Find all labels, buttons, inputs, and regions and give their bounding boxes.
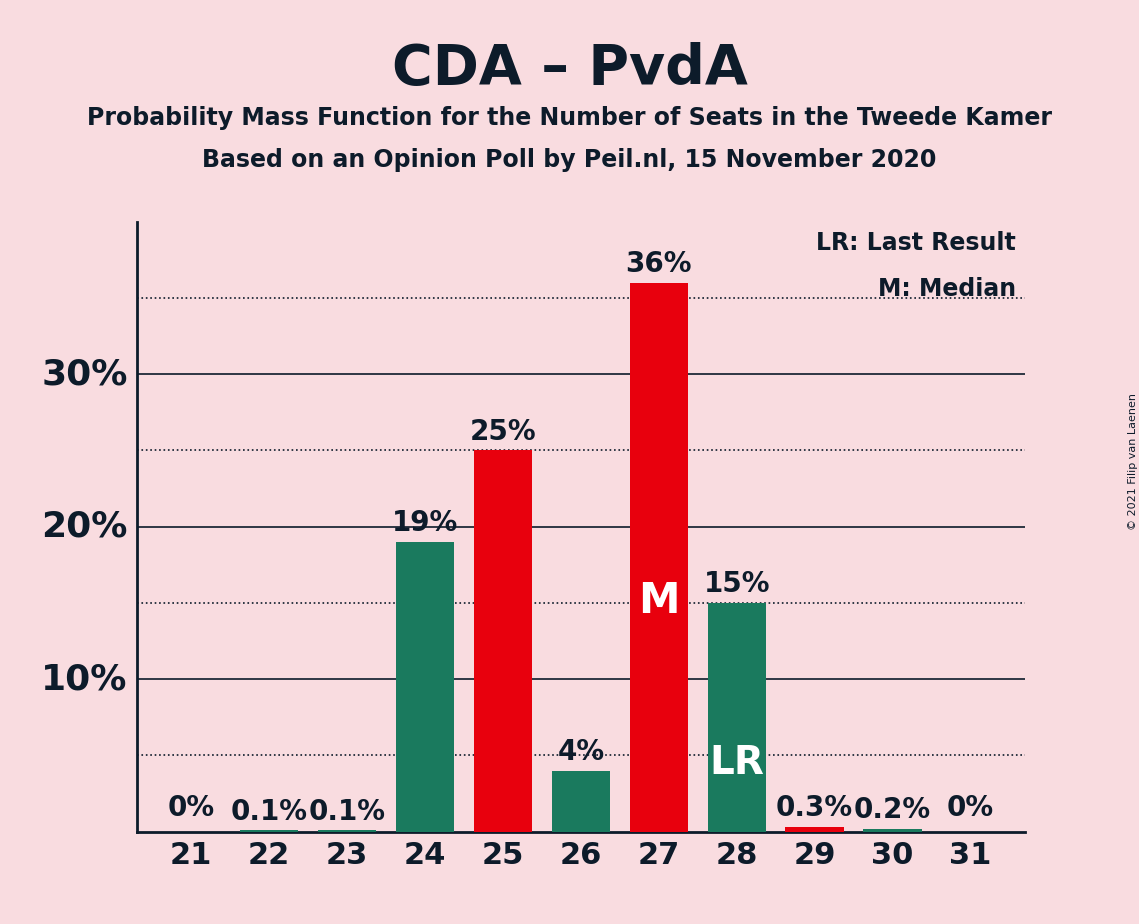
Text: 4%: 4% [557, 738, 605, 766]
Text: 0.1%: 0.1% [231, 797, 308, 825]
Text: 0.2%: 0.2% [854, 796, 932, 824]
Bar [240, 830, 298, 832]
Text: © 2021 Filip van Laenen: © 2021 Filip van Laenen [1129, 394, 1138, 530]
Text: Probability Mass Function for the Number of Seats in the Tweede Kamer: Probability Mass Function for the Number… [87, 106, 1052, 130]
Text: 10%: 10% [41, 663, 128, 696]
Text: 0%: 0% [167, 795, 215, 822]
Bar [630, 283, 688, 832]
Bar [396, 541, 454, 832]
Text: M: Median: M: Median [878, 276, 1016, 300]
Bar [318, 830, 376, 832]
Text: 19%: 19% [392, 509, 458, 538]
Text: CDA – PvdA: CDA – PvdA [392, 42, 747, 95]
Text: 0.1%: 0.1% [309, 797, 386, 825]
Text: LR: Last Result: LR: Last Result [817, 231, 1016, 255]
Bar [474, 450, 532, 832]
Text: 20%: 20% [41, 510, 128, 543]
Bar [786, 827, 844, 832]
Text: Based on an Opinion Poll by Peil.nl, 15 November 2020: Based on an Opinion Poll by Peil.nl, 15 … [203, 148, 936, 172]
Bar [551, 771, 611, 832]
Text: 0.3%: 0.3% [776, 795, 853, 822]
Text: 36%: 36% [625, 250, 693, 278]
Bar [707, 602, 765, 832]
Text: 15%: 15% [704, 570, 770, 599]
Bar [863, 829, 921, 832]
Text: M: M [638, 580, 680, 622]
Text: 30%: 30% [41, 358, 128, 391]
Text: 0%: 0% [947, 795, 994, 822]
Text: LR: LR [710, 744, 764, 782]
Text: 25%: 25% [469, 418, 536, 446]
